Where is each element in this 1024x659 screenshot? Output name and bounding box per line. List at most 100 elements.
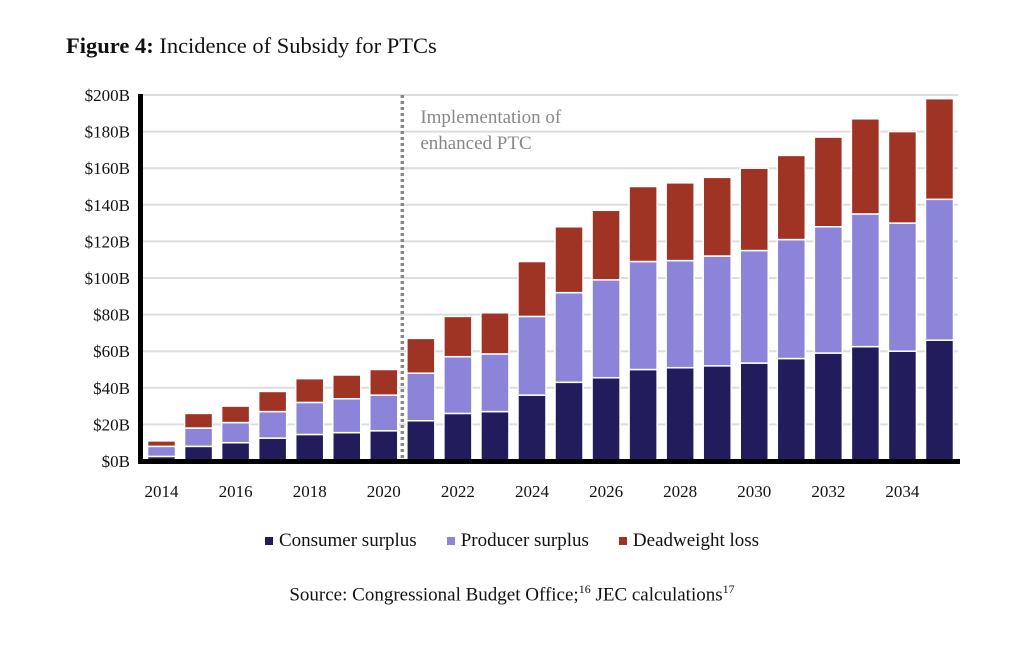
consumer-surplus-bar-2028 (665, 366, 695, 462)
consumer-surplus-bar-2030 (739, 362, 769, 462)
producer-surplus-bar-2020 (369, 394, 399, 432)
deadweight-loss-bar-2024 (517, 260, 547, 318)
source-note: Source: Congressional Budget Office;16 J… (0, 582, 1024, 606)
y-axis-line (138, 94, 143, 464)
source-prefix: Source: Congressional Budget Office; (289, 584, 579, 606)
y-tick-label: $180B (85, 123, 130, 142)
y-tick-label: $120B (85, 232, 130, 251)
y-tick-label: $40B (93, 379, 130, 398)
producer-surplus-bar-2017 (257, 410, 288, 439)
producer-surplus-bar-2014 (146, 445, 177, 458)
consumer-surplus-bar-2029 (702, 365, 732, 462)
bars (146, 97, 955, 462)
consumer-surplus-bar-2019 (332, 431, 362, 462)
deadweight-loss-bar-2029 (702, 176, 732, 257)
producer-surplus-bar-2031 (776, 238, 807, 360)
consumer-surplus-bar-2035 (924, 339, 955, 462)
deadweight-loss-bar-2026 (591, 209, 621, 281)
x-tick-label: 2020 (367, 482, 401, 501)
consumer-surplus-bar-2022 (443, 412, 473, 462)
consumer-surplus-bar-2031 (776, 357, 807, 462)
y-tick-label: $20B (93, 415, 130, 434)
consumer-surplus-bar-2016 (220, 441, 251, 462)
deadweight-loss-bar-2018 (294, 377, 325, 404)
consumer-surplus-bar-2020 (369, 430, 399, 462)
legend: Consumer surplus Producer surplus Deadwe… (0, 530, 1024, 552)
stacked-bar-chart: $0B $20B $40B $60B $80B $100B $120B $140B $160B $… (85, 86, 960, 501)
deadweight-loss-bar-2017 (257, 390, 288, 413)
producer-surplus-bar-2015 (183, 427, 214, 448)
deadweight-loss-bar-2025 (554, 226, 584, 294)
y-tick-label: $0B (102, 452, 130, 471)
x-tick-label: 2028 (663, 482, 697, 501)
consumer-surplus-bar-2024 (517, 394, 547, 462)
footnote-ref-17: 17 (722, 582, 735, 596)
x-tick-label: 2022 (441, 482, 475, 501)
producer-surplus-bar-2018 (294, 401, 325, 436)
producer-surplus-bar-2030 (739, 249, 769, 364)
legend-swatch-producer (446, 537, 455, 545)
consumer-surplus-bar-2032 (813, 352, 844, 462)
deadweight-loss-bar-2015 (183, 412, 214, 429)
producer-surplus-bar-2034 (887, 222, 918, 352)
consumer-surplus-bar-2034 (887, 350, 918, 462)
producer-surplus-bar-2022 (443, 355, 473, 415)
x-tick-label: 2014 (145, 482, 180, 501)
producer-surplus-bar-2035 (924, 198, 955, 341)
legend-label-deadweight: Deadweight loss (632, 530, 760, 551)
figure-title-text: Incidence of Subsidy for PTCs (153, 33, 437, 58)
consumer-surplus-bar-2025 (554, 381, 584, 462)
deadweight-loss-bar-2035 (924, 97, 955, 201)
producer-surplus-bar-2029 (702, 255, 732, 367)
producer-surplus-bar-2021 (406, 372, 436, 422)
producer-surplus-bar-2026 (591, 279, 621, 379)
y-tick-label: $200B (85, 86, 130, 105)
deadweight-loss-bar-2027 (628, 185, 658, 263)
deadweight-loss-bar-2032 (813, 136, 844, 228)
y-tick-label: $140B (85, 196, 130, 215)
legend-label-producer: Producer surplus (460, 530, 589, 551)
annotation-line-2: enhanced PTC (420, 133, 531, 154)
legend-item-producer: Producer surplus (446, 530, 589, 552)
consumer-surplus-bar-2033 (850, 345, 881, 462)
legend-swatch-consumer (264, 537, 273, 545)
deadweight-loss-bar-2030 (739, 167, 769, 252)
deadweight-loss-bar-2033 (850, 118, 881, 215)
x-tick-label: 2018 (293, 482, 327, 501)
producer-surplus-bar-2016 (220, 421, 251, 444)
producer-surplus-bar-2025 (554, 291, 584, 384)
x-tick-label: 2034 (885, 482, 920, 501)
y-axis-ticks: $0B $20B $40B $60B $80B $100B $120B $140B $160B $… (85, 86, 130, 471)
producer-surplus-bar-2032 (813, 226, 844, 354)
x-tick-label: 2026 (589, 482, 623, 501)
legend-item-consumer: Consumer surplus (264, 530, 417, 552)
producer-surplus-bar-2023 (480, 353, 510, 413)
producer-surplus-bar-2028 (665, 259, 695, 369)
producer-surplus-bar-2024 (517, 315, 547, 396)
source-middle: JEC calculations (590, 584, 723, 606)
deadweight-loss-bar-2028 (665, 182, 695, 262)
legend-swatch-deadweight (618, 537, 627, 545)
deadweight-loss-bar-2016 (220, 405, 251, 424)
consumer-surplus-bar-2018 (294, 433, 325, 462)
deadweight-loss-bar-2034 (887, 130, 918, 224)
x-tick-label: 2024 (515, 482, 550, 501)
consumer-surplus-bar-2017 (257, 437, 288, 462)
deadweight-loss-bar-2023 (480, 312, 510, 355)
x-axis-line (138, 459, 960, 464)
y-tick-label: $160B (85, 159, 130, 178)
x-axis-ticks: 2014 2016 2018 2020 2022 2024 2026 2028 2030 2032… (145, 482, 920, 501)
deadweight-loss-bar-2014 (146, 440, 177, 448)
consumer-surplus-bar-2015 (183, 445, 214, 462)
deadweight-loss-bar-2021 (406, 337, 436, 374)
producer-surplus-bar-2019 (332, 398, 362, 434)
annotation-line-1: Implementation of (420, 107, 562, 128)
x-tick-label: 2030 (737, 482, 771, 501)
x-tick-label: 2032 (811, 482, 845, 501)
y-tick-label: $80B (93, 306, 130, 325)
consumer-surplus-bar-2023 (480, 410, 510, 462)
producer-surplus-bar-2033 (850, 213, 881, 348)
footnote-ref-16: 16 (578, 582, 591, 596)
deadweight-loss-bar-2031 (776, 154, 807, 241)
consumer-surplus-bar-2027 (628, 368, 658, 462)
